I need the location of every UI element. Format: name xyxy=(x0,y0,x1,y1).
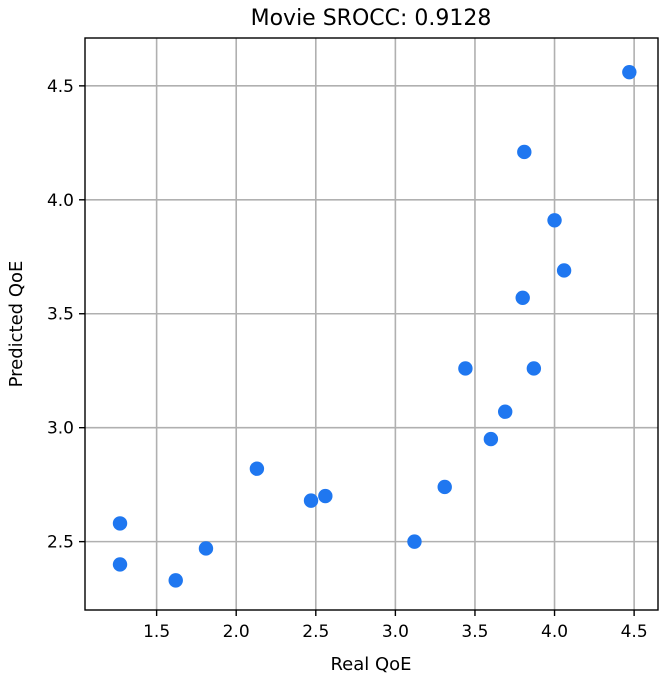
data-point xyxy=(458,361,473,376)
x-axis-label: Real QoE xyxy=(330,654,411,675)
y-tick-label: 2.5 xyxy=(47,533,74,553)
data-point xyxy=(112,516,128,531)
data-points xyxy=(112,64,637,588)
data-point xyxy=(112,557,128,572)
data-point xyxy=(198,541,214,556)
data-point xyxy=(517,144,532,160)
data-point xyxy=(407,534,422,549)
data-point xyxy=(622,64,637,80)
data-point xyxy=(526,361,542,376)
chart-title: Movie SROCC: 0.9128 xyxy=(251,6,492,31)
y-tick-label: 4.5 xyxy=(47,77,74,97)
data-point xyxy=(498,404,513,419)
x-tick-label: 2.5 xyxy=(302,622,329,642)
data-point xyxy=(318,488,333,504)
y-axis-label: Predicted QoE xyxy=(6,261,27,388)
grid-lines xyxy=(85,38,658,610)
data-point xyxy=(556,263,572,278)
data-point xyxy=(437,479,452,495)
x-tick-label: 3.5 xyxy=(461,622,488,642)
data-point xyxy=(303,493,319,508)
y-tick-label: 3.5 xyxy=(47,305,74,325)
data-point xyxy=(483,431,499,447)
data-point xyxy=(168,573,183,588)
x-tick-label: 3.0 xyxy=(382,622,409,642)
plot-frame xyxy=(84,37,659,611)
data-point xyxy=(249,461,265,476)
x-tick-label: 4.0 xyxy=(541,622,568,642)
data-point xyxy=(547,213,562,228)
y-tick-label: 4.0 xyxy=(47,191,74,211)
x-tick-label: 2.0 xyxy=(223,622,250,642)
x-tick-label: 4.5 xyxy=(621,622,648,642)
data-point xyxy=(515,290,530,305)
x-tick-label: 1.5 xyxy=(143,622,170,642)
y-tick-label: 3.0 xyxy=(47,419,74,439)
axis-ticks: 1.5 2.0 2.5 3.0 3.5 4.0 4.5 2.5 3.0 3.5 4.0 4.5 xyxy=(47,77,648,642)
